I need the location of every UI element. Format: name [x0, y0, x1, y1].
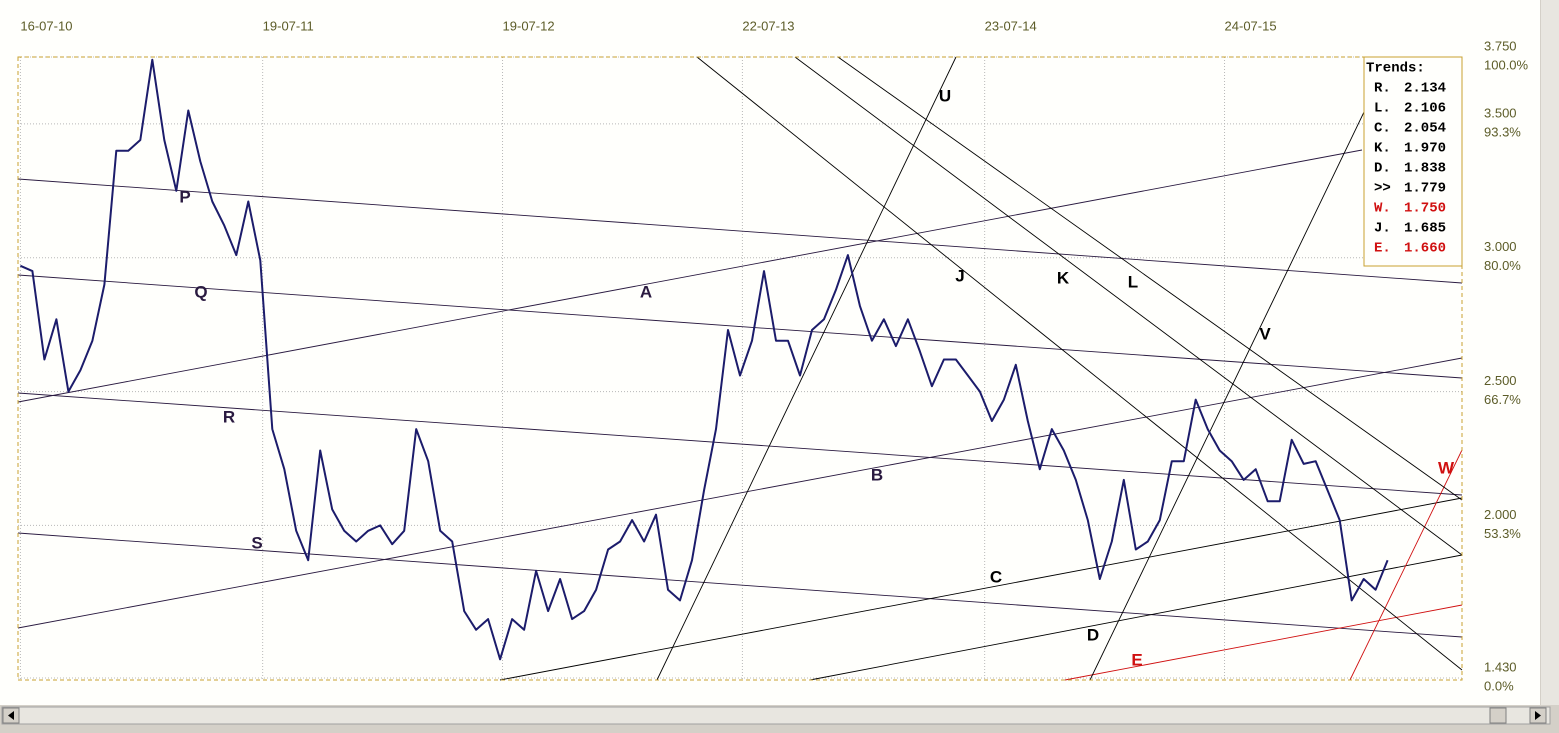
x-tick-label: 22-07-13: [742, 18, 794, 33]
y-tick-percent-label: 80.0%: [1484, 258, 1521, 273]
trendline-label: U: [939, 86, 951, 105]
vertical-scrollbar[interactable]: [1541, 0, 1559, 705]
scroll-left-arrow: [8, 711, 14, 720]
trend-value: 2.054: [1404, 121, 1446, 137]
x-tick-label: 19-07-12: [503, 18, 555, 33]
trend-name: K.: [1374, 141, 1391, 157]
y-tick-percent-label: 66.7%: [1484, 392, 1521, 407]
plot-border: [17, 56, 1463, 681]
trend-value: 1.838: [1404, 161, 1446, 177]
x-tick-label: 24-07-15: [1225, 18, 1277, 33]
trendline-label: W: [1438, 458, 1455, 477]
trendline: [1349, 449, 1463, 681]
trendline-label: S: [251, 533, 262, 552]
trendline-label: C: [990, 567, 1002, 586]
trendline: [17, 178, 1463, 284]
trendline: [17, 392, 1463, 496]
y-tick-label: 3.750: [1484, 38, 1517, 53]
trends-title: Trends:: [1366, 61, 1425, 77]
trend-value: 2.106: [1404, 101, 1446, 117]
trendline-label: A: [640, 282, 652, 301]
trend-name: L.: [1374, 101, 1391, 117]
trend-name: >>: [1374, 181, 1391, 197]
trend-value: 1.685: [1404, 221, 1446, 237]
trend-value: 1.970: [1404, 141, 1446, 157]
horizontal-scrollbar[interactable]: [1, 706, 1551, 725]
trendline: [499, 497, 1463, 681]
trend-name: E.: [1374, 241, 1391, 257]
trendlines: [17, 56, 1463, 681]
trendline: [656, 56, 957, 681]
trendline: [17, 149, 1363, 403]
trend-value: 2.134: [1404, 81, 1446, 97]
series: [19, 58, 1389, 661]
trendline: [837, 56, 1463, 501]
trendline: [696, 56, 1463, 671]
trendline-label: V: [1259, 324, 1271, 343]
x-tick-label: 23-07-14: [985, 18, 1037, 33]
trendline-label: B: [871, 465, 883, 484]
trendline: [17, 274, 1463, 379]
trends-box: [1363, 56, 1463, 267]
y-tick-label: 2.500: [1484, 373, 1517, 388]
trend-name: R.: [1374, 81, 1391, 97]
chart-background: [0, 0, 1540, 705]
trendline: [809, 554, 1463, 681]
trend-name: C.: [1374, 121, 1391, 137]
trendline-label: Q: [194, 282, 207, 301]
trendline-label: R: [223, 407, 235, 426]
trendline-label: P: [179, 187, 190, 206]
trendline-label: E: [1131, 650, 1142, 669]
trendline: [1089, 109, 1366, 681]
y-tick-label: 2.000: [1484, 507, 1517, 522]
scroll-thumb[interactable]: [1489, 707, 1507, 724]
trend-name: D.: [1374, 161, 1391, 177]
trendline-label: D: [1087, 625, 1099, 644]
price-line: [19, 58, 1389, 661]
trendline-label: L: [1128, 272, 1138, 291]
y-tick-label: 1.430: [1484, 659, 1517, 674]
y-tick-percent-label: 93.3%: [1484, 124, 1521, 139]
trend-name: W.: [1374, 201, 1391, 217]
trend-value: 1.750: [1404, 201, 1446, 217]
trendline: [17, 357, 1463, 629]
y-tick-percent-label: 0.0%: [1484, 678, 1514, 693]
x-tick-label: 19-07-11: [263, 18, 314, 33]
trend-value: 1.660: [1404, 241, 1446, 257]
y-tick-label: 3.000: [1484, 239, 1517, 254]
trend-name: J.: [1374, 221, 1391, 237]
labels: 16-07-10 19-07-11 19-07-12 22-07-13 23-07-14…: [20, 18, 1528, 693]
scroll-right-arrow: [1535, 711, 1541, 720]
y-tick-percent-label: 53.3%: [1484, 526, 1521, 541]
trendline: [17, 532, 1463, 638]
trendline-label: J: [955, 266, 964, 285]
y-tick-label: 3.500: [1484, 105, 1517, 120]
x-tick-label: 16-07-10: [20, 18, 72, 33]
trendline: [794, 56, 1463, 556]
y-tick-percent-label: 100.0%: [1484, 57, 1529, 72]
trend-value: 1.779: [1404, 181, 1446, 197]
trendline-label: K: [1057, 268, 1070, 287]
